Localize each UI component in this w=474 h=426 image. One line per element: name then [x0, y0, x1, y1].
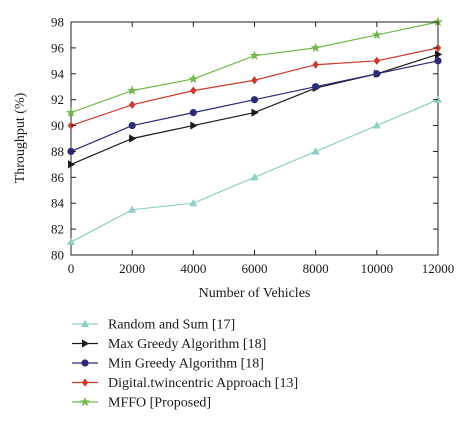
y-tick-label: 84 — [51, 196, 65, 211]
y-tick-label: 90 — [51, 118, 64, 133]
data-point — [128, 121, 136, 130]
data-point — [190, 86, 197, 95]
y-tick-label: 86 — [51, 170, 65, 185]
x-tick-label: 12000 — [422, 261, 455, 276]
data-point — [312, 60, 319, 69]
data-point — [311, 147, 320, 155]
y-axis-label: Throughput (%) — [13, 92, 28, 183]
data-point — [251, 108, 259, 117]
x-tick-label: 4000 — [180, 261, 206, 276]
y-tick-label: 94 — [51, 66, 65, 81]
data-point — [249, 50, 260, 60]
data-point — [189, 109, 197, 117]
series-1 — [66, 95, 443, 246]
y-tick-label: 82 — [51, 222, 64, 237]
legend-marker — [80, 319, 90, 328]
series-line — [70, 53, 439, 165]
data-point — [128, 205, 137, 213]
legend-label: MFFO [Proposed] — [108, 396, 211, 411]
data-point — [128, 100, 136, 109]
data-point — [129, 134, 137, 143]
data-point — [310, 42, 321, 53]
legend-label: Random and Sum [17] — [108, 318, 235, 333]
legend-label: Digital.twincentric Approach [13] — [108, 376, 298, 391]
series-line — [70, 99, 439, 243]
y-tick-label: 92 — [51, 92, 64, 107]
y-tick-label: 98 — [51, 15, 64, 30]
legend-marker — [81, 378, 89, 387]
legend-item: Random and Sum [17] — [72, 318, 235, 333]
legend-marker — [81, 359, 89, 367]
x-axis-label: Number of Vehicles — [199, 286, 311, 301]
data-point — [189, 199, 198, 207]
legend-item: Min Greedy Algorithm [18] — [72, 357, 264, 372]
legend-item: Digital.twincentric Approach [13] — [72, 376, 298, 391]
data-point — [372, 121, 381, 129]
data-point — [312, 83, 320, 91]
axis-layer: 0 2000 4000 6000 8000 10000 12000 80 82 84 86 88 90 9… — [51, 15, 454, 277]
data-point — [190, 121, 198, 130]
legend-label: Max Greedy Algorithm [18] — [108, 337, 266, 352]
data-point — [66, 107, 76, 117]
x-tick-label: 8000 — [303, 261, 329, 276]
data-point — [66, 237, 76, 246]
x-tick-label: 2000 — [119, 261, 145, 276]
y-tick-label: 96 — [51, 40, 65, 55]
x-tick-label: 10000 — [361, 261, 394, 276]
x-tick-label: 6000 — [242, 261, 268, 276]
legend-marker — [82, 339, 90, 348]
series-4 — [67, 43, 442, 130]
data-point — [188, 73, 199, 84]
legend: Random and Sum [17] Max Greedy Algorithm … — [72, 318, 298, 411]
series-3 — [67, 57, 442, 156]
data-point — [434, 57, 442, 65]
data-point — [251, 76, 258, 85]
data-point — [373, 70, 381, 78]
series-layer — [66, 16, 443, 246]
data-point — [373, 56, 381, 65]
data-point — [371, 29, 382, 40]
data-point — [68, 160, 76, 169]
data-point — [250, 96, 259, 104]
series-2 — [68, 50, 443, 169]
data-point — [434, 50, 443, 59]
data-point — [127, 85, 138, 95]
series-5 — [66, 16, 443, 117]
legend-item: MFFO [Proposed] — [72, 396, 211, 411]
y-tick-label: 80 — [51, 248, 64, 263]
x-tick-label: 0 — [68, 261, 75, 276]
legend-label: Min Greedy Algorithm [18] — [108, 357, 264, 372]
legend-marker — [80, 396, 90, 407]
y-tick-label: 88 — [51, 144, 64, 159]
data-point — [250, 173, 259, 181]
legend-item: Max Greedy Algorithm [18] — [72, 337, 266, 352]
series-line — [70, 60, 439, 152]
